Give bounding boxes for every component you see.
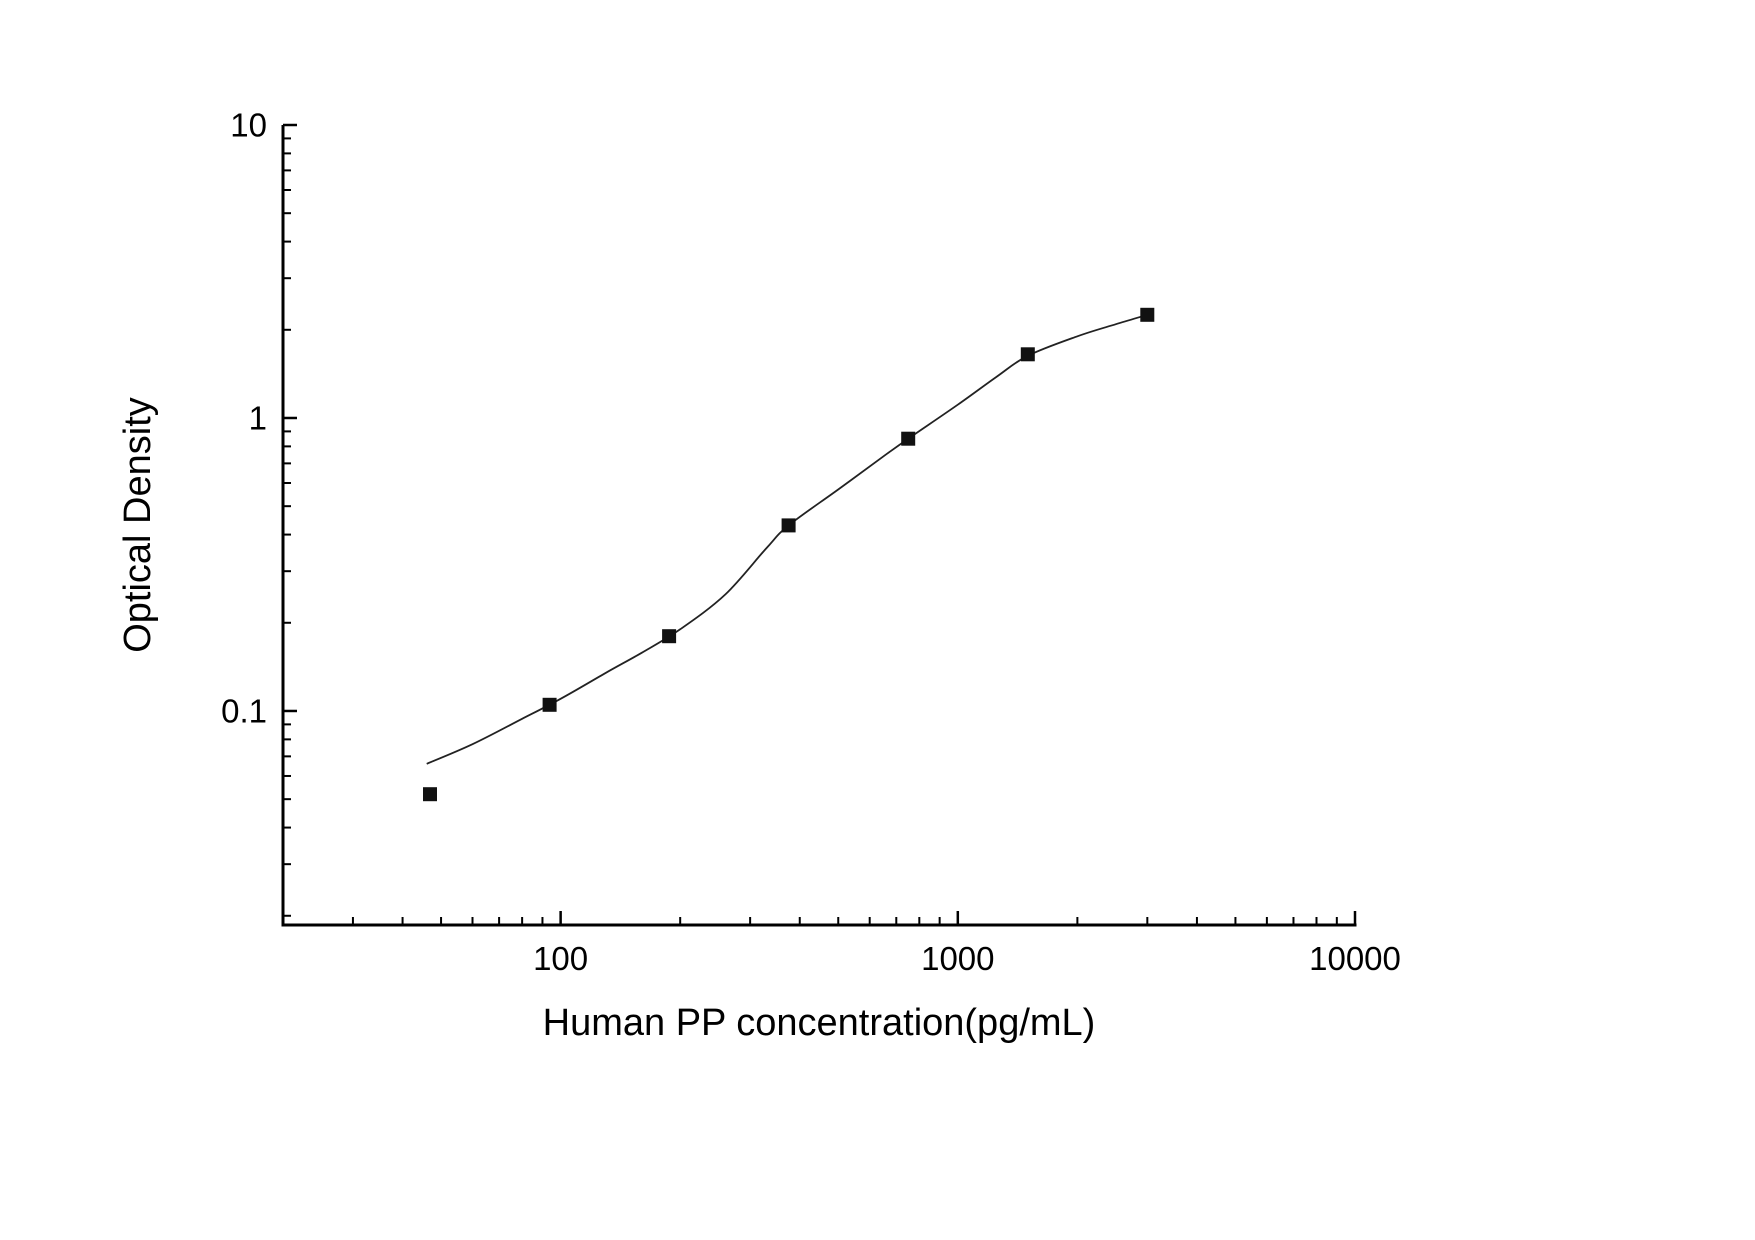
x-tick-label: 1000 — [921, 940, 994, 977]
axis-ticks — [283, 123, 1357, 925]
data-point-marker — [901, 431, 916, 446]
y-axis-title: Optical Density — [117, 397, 159, 653]
data-points — [423, 307, 1155, 802]
data-point-marker — [1020, 347, 1035, 362]
y-tick-label: 0.1 — [221, 693, 267, 730]
x-axis-title: Human PP concentration(pg/mL) — [543, 1002, 1096, 1044]
data-point-marker — [1140, 307, 1155, 322]
data-point-marker — [781, 518, 796, 533]
data-point-marker — [662, 629, 677, 644]
y-tick-label: 1 — [249, 400, 267, 437]
tick-labels: 100 1000 10000 0.1 1 10 — [221, 107, 1401, 977]
x-tick-label: 10000 — [1309, 940, 1401, 977]
x-tick-label: 100 — [533, 940, 588, 977]
fit-curve — [426, 313, 1148, 765]
data-point-marker — [542, 697, 557, 712]
y-tick-label: 10 — [230, 107, 267, 144]
axes — [281, 125, 1357, 927]
data-point-marker — [423, 787, 437, 802]
